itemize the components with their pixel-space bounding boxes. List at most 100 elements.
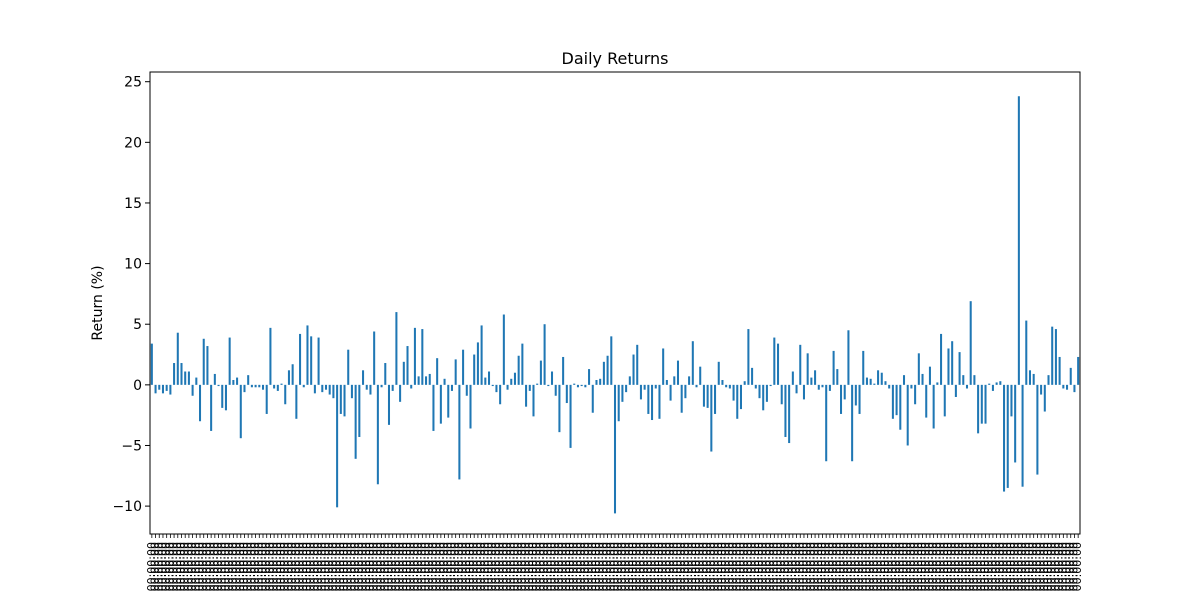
bar-26 xyxy=(247,375,250,385)
bar-150 xyxy=(706,384,709,408)
x-tick-label-34: 00:00:00 xyxy=(271,542,284,591)
bar-148 xyxy=(699,366,702,385)
x-tick-label-119: 00:00:00 xyxy=(586,542,599,591)
x-tick-label-105: 00:00:00 xyxy=(534,542,547,591)
bar-58 xyxy=(365,384,368,390)
x-tick-label-192: 00:00:00 xyxy=(856,542,869,591)
bar-222 xyxy=(973,375,976,385)
bar-120 xyxy=(595,380,598,385)
bar-166 xyxy=(765,384,768,402)
x-tick-label-73: 00:00:00 xyxy=(415,542,428,591)
x-tick-label-20: 00:00:00 xyxy=(219,542,232,591)
x-tick-label-84: 00:00:00 xyxy=(456,542,469,591)
bar-174 xyxy=(795,384,798,394)
bar-134 xyxy=(647,384,650,414)
bar-44 xyxy=(313,384,316,394)
bar-19 xyxy=(221,384,224,408)
bar-157 xyxy=(732,384,735,401)
x-tick-label-226: 00:00:00 xyxy=(982,542,995,591)
x-tick-label-133: 00:00:00 xyxy=(638,542,651,591)
x-tick-label-9: 00:00:00 xyxy=(178,542,191,591)
bar-111 xyxy=(562,356,565,385)
bar-96 xyxy=(506,384,509,390)
bar-173 xyxy=(791,371,794,385)
bar-140 xyxy=(669,384,672,401)
x-tick-label-58: 00:00:00 xyxy=(360,542,373,591)
x-tick-label-7: 00:00:00 xyxy=(171,542,184,591)
x-tick-label-8: 00:00:00 xyxy=(174,542,187,591)
bar-235 xyxy=(1021,384,1024,487)
y-tick-label-10: 10 xyxy=(124,257,142,273)
x-tick-label-129: 00:00:00 xyxy=(623,542,636,591)
x-tick-label-111: 00:00:00 xyxy=(556,542,569,591)
bar-65 xyxy=(391,384,394,391)
x-tick-label-143: 00:00:00 xyxy=(675,542,688,591)
bar-249 xyxy=(1073,384,1076,393)
x-tick-label-86: 00:00:00 xyxy=(464,542,477,591)
x-tick-label-162: 00:00:00 xyxy=(745,542,758,591)
x-tick-label-110: 00:00:00 xyxy=(552,542,565,591)
bar-77 xyxy=(436,358,439,385)
x-tick-label-148: 00:00:00 xyxy=(693,542,706,591)
x-tick-label-205: 00:00:00 xyxy=(904,542,917,591)
bar-20 xyxy=(224,384,227,411)
x-tick-label-153: 00:00:00 xyxy=(712,542,725,591)
y-axis-label: Return (%) xyxy=(90,265,106,340)
bar-147 xyxy=(695,384,698,388)
x-tick-label-62: 00:00:00 xyxy=(375,542,388,591)
bar-25 xyxy=(243,384,246,393)
bar-186 xyxy=(840,384,843,414)
x-tick-label-213: 00:00:00 xyxy=(934,542,947,591)
x-tick-label-168: 00:00:00 xyxy=(767,542,780,591)
x-tick-label-106: 00:00:00 xyxy=(538,542,551,591)
x-tick-label-134: 00:00:00 xyxy=(641,542,654,591)
x-tick-label-66: 00:00:00 xyxy=(389,542,402,591)
bar-141 xyxy=(673,376,676,385)
x-tick-label-103: 00:00:00 xyxy=(526,542,539,591)
x-tick-label-125: 00:00:00 xyxy=(608,542,621,591)
x-tick-label-44: 00:00:00 xyxy=(308,542,321,591)
chart-title: Daily Returns xyxy=(562,49,669,68)
x-tick-label-63: 00:00:00 xyxy=(378,542,391,591)
x-tick-label-188: 00:00:00 xyxy=(841,542,854,591)
x-tick-label-176: 00:00:00 xyxy=(797,542,810,591)
bar-71 xyxy=(413,327,416,385)
x-tick-label-4: 00:00:00 xyxy=(160,542,173,591)
bar-227 xyxy=(991,384,994,391)
x-tick-label-208: 00:00:00 xyxy=(916,542,929,591)
bar-17 xyxy=(213,373,216,385)
x-tick-label-152: 00:00:00 xyxy=(708,542,721,591)
bar-210 xyxy=(928,366,931,385)
bar-84 xyxy=(462,349,465,385)
bar-145 xyxy=(688,376,691,385)
x-tick-label-160: 00:00:00 xyxy=(738,542,751,591)
x-tick-label-89: 00:00:00 xyxy=(475,542,488,591)
bar-243 xyxy=(1051,326,1054,385)
x-tick-label-149: 00:00:00 xyxy=(697,542,710,591)
bar-224 xyxy=(980,384,983,424)
bar-123 xyxy=(606,355,609,385)
bar-49 xyxy=(332,384,335,399)
x-tick-label-247: 00:00:00 xyxy=(1060,542,1073,591)
x-tick-label-218: 00:00:00 xyxy=(953,542,966,591)
bar-117 xyxy=(584,384,587,388)
x-tick-label-146: 00:00:00 xyxy=(686,542,699,591)
x-tick-label-139: 00:00:00 xyxy=(660,542,673,591)
x-tick-label-135: 00:00:00 xyxy=(645,542,658,591)
bar-221 xyxy=(969,301,972,385)
x-tick-label-140: 00:00:00 xyxy=(664,542,677,591)
x-tick-label-198: 00:00:00 xyxy=(878,542,891,591)
x-tick-label-150: 00:00:00 xyxy=(701,542,714,591)
x-tick-label-43: 00:00:00 xyxy=(304,542,317,591)
bar-116 xyxy=(580,384,583,387)
bar-34 xyxy=(276,384,279,391)
bar-225 xyxy=(984,384,987,424)
x-tick-label-67: 00:00:00 xyxy=(393,542,406,591)
bar-101 xyxy=(525,384,528,407)
x-tick-label-175: 00:00:00 xyxy=(793,542,806,591)
x-tick-label-145: 00:00:00 xyxy=(682,542,695,591)
x-tick-label-142: 00:00:00 xyxy=(671,542,684,591)
bar-59 xyxy=(369,384,372,395)
x-tick-label-199: 00:00:00 xyxy=(882,542,895,591)
bar-40 xyxy=(299,333,302,385)
